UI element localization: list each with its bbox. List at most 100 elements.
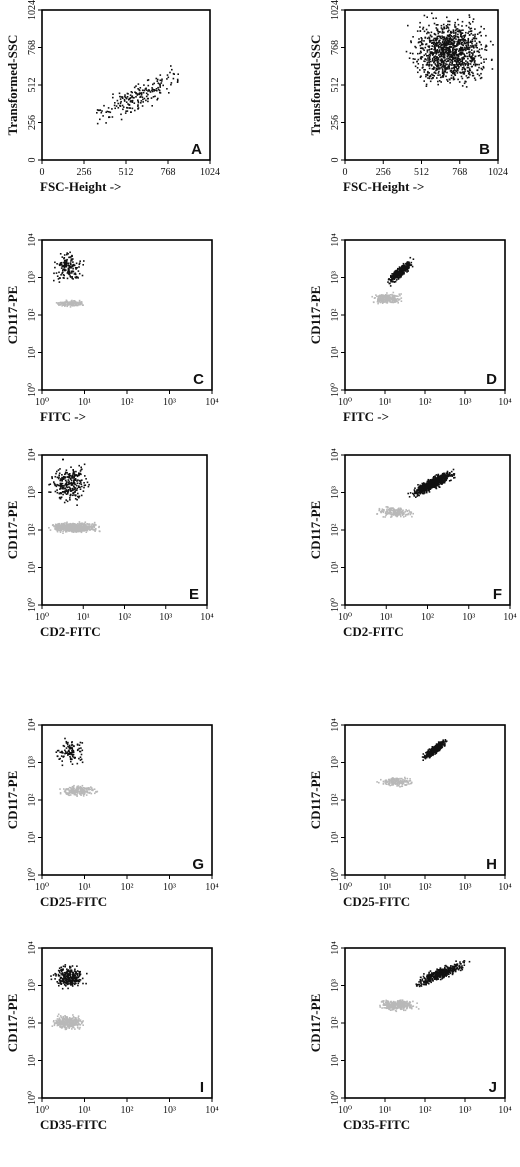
point [452,78,455,81]
point [58,281,61,283]
point [450,71,453,73]
point [59,479,61,482]
point [90,792,93,795]
point [442,473,445,476]
point [113,104,116,107]
point [384,294,387,296]
point [426,32,428,35]
point [436,65,438,68]
point [55,272,58,274]
point [427,488,429,490]
point [55,302,58,304]
point [411,515,413,518]
point [424,36,427,39]
point [133,86,136,89]
point [74,483,77,486]
point [78,266,80,268]
point [80,792,83,794]
point [435,752,437,755]
point [450,74,453,77]
point [432,39,435,41]
point [64,484,67,486]
panel-H: 10⁰10⁰10¹10¹10²10²10³10³10⁴10⁴CD25-FITCC… [308,718,512,909]
point [71,305,74,307]
point [452,77,454,79]
point [457,61,459,63]
point [454,35,457,38]
point [387,512,390,515]
point [450,474,453,476]
point [125,97,128,100]
point [431,57,434,60]
point [61,760,63,762]
point [394,298,397,300]
y-tick-label: 10¹ [330,561,341,574]
point [435,481,437,484]
point [60,303,63,305]
point [77,492,79,495]
point [68,273,71,276]
point [57,302,60,305]
point [449,82,451,84]
point [69,746,71,749]
point [491,68,494,70]
point [428,53,431,56]
point [450,54,453,56]
point [428,77,431,80]
point [393,295,395,298]
point [443,73,445,76]
point [391,301,393,304]
point [138,89,141,92]
point [461,32,463,34]
point [71,763,74,765]
point [447,65,449,68]
point [64,263,67,266]
point [73,524,75,526]
point [433,61,436,63]
point [61,764,64,767]
point [434,745,436,748]
point [396,272,398,274]
point [72,469,74,471]
point [438,480,440,483]
point [445,67,448,69]
point [424,757,427,760]
point [61,272,63,274]
point [80,522,82,525]
point [69,486,71,489]
point [59,487,62,490]
point [442,40,444,43]
point [85,787,88,789]
point [60,522,63,525]
point [453,57,455,59]
point [470,49,473,51]
x-tick-label: 768 [452,167,467,178]
point [466,66,469,69]
point [73,479,76,481]
point [450,77,452,79]
point [457,64,459,66]
point [58,492,61,495]
point [79,750,82,753]
point [68,267,71,269]
point [386,300,389,302]
point [155,88,158,90]
point [53,482,56,485]
point [452,43,454,46]
x-tick-label: 10² [121,882,134,893]
point [424,60,426,63]
point [456,54,458,56]
point [398,784,400,787]
point [452,38,454,40]
point [69,789,72,792]
point [432,753,435,756]
point [440,76,442,79]
point [393,777,395,780]
point [380,299,382,301]
point [129,94,132,96]
point [444,59,447,61]
point [84,521,87,523]
point [65,469,68,471]
point [464,35,466,37]
point [434,483,436,486]
